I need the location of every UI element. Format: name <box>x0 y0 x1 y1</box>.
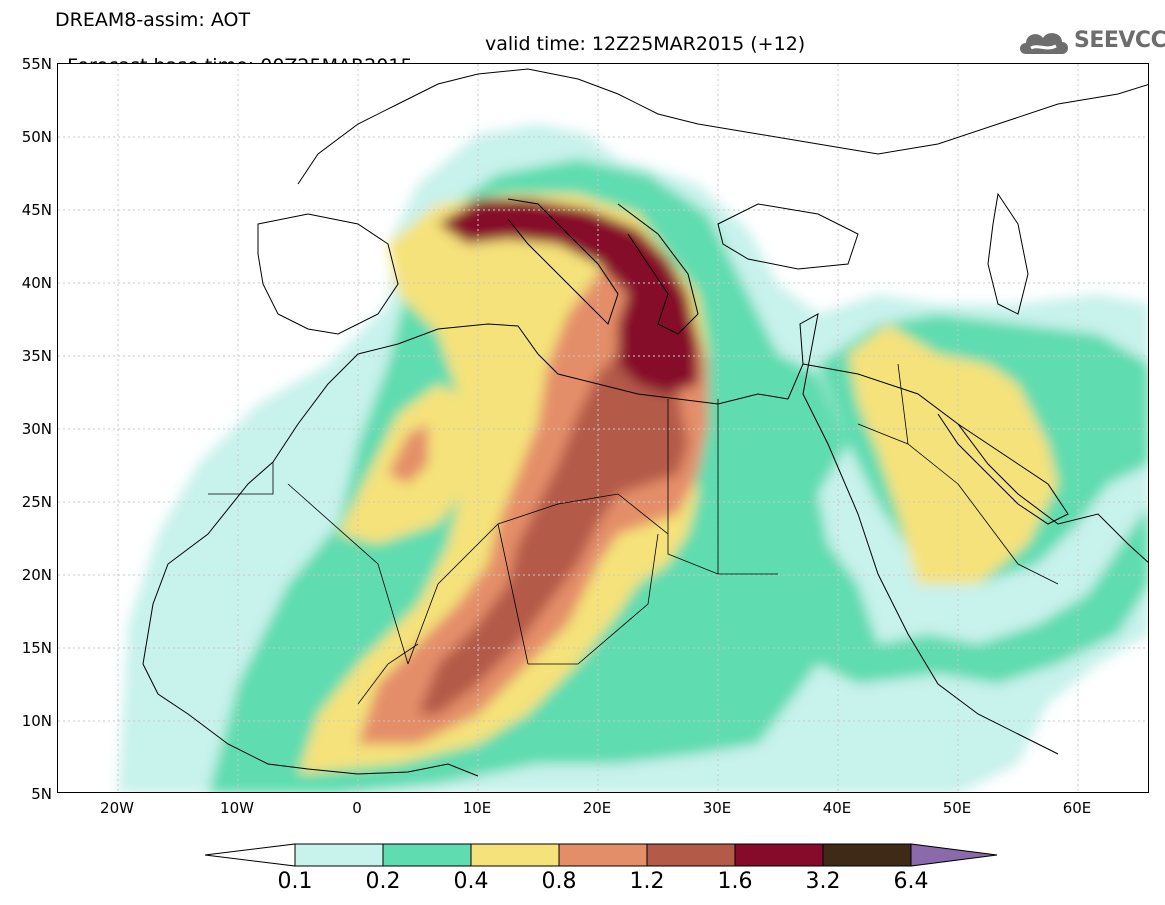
coastline-caspian <box>987 192 1029 315</box>
colorbar-segment-0.8 <box>558 843 648 867</box>
coastlines <box>142 68 1148 777</box>
colorbar-label-0.8: 0.8 <box>541 869 577 894</box>
colorbar-segment-0.4 <box>470 843 560 867</box>
lat-label-45N: 45N <box>21 201 52 219</box>
lon-label-10E: 10E <box>462 799 492 817</box>
coastline-black-sea <box>717 203 859 270</box>
lat-label-50N: 50N <box>21 128 52 146</box>
lat-label-20N: 20N <box>21 566 52 584</box>
colorbar-label-0.2: 0.2 <box>365 869 401 894</box>
seevccc-logo: SEEVCCC <box>1016 24 1165 58</box>
aot-map <box>58 64 1148 792</box>
aot-level-0.8-west <box>388 424 428 484</box>
colorbar-segment-3.2 <box>822 843 912 867</box>
colorbar <box>205 843 998 867</box>
chart-title: DREAM8-assim: AOT <box>55 9 251 31</box>
aot-field <box>118 124 1148 792</box>
cloud-icon <box>1020 33 1068 54</box>
lat-label-30N: 30N <box>21 420 52 438</box>
lon-label-60E: 60E <box>1062 799 1092 817</box>
lon-label-20E: 20E <box>582 799 612 817</box>
lat-label-40N: 40N <box>21 274 52 292</box>
colorbar-label-1.6: 1.6 <box>717 869 753 894</box>
graticule <box>58 64 1148 792</box>
colorbar-label-3.2: 3.2 <box>805 869 841 894</box>
lon-label-10W: 10W <box>220 799 254 817</box>
coastline-iberia <box>257 213 399 335</box>
coastline-italy <box>507 198 619 325</box>
lat-label-55N: 55N <box>21 55 52 73</box>
colorbar-label-6.4: 6.4 <box>893 869 929 894</box>
border-lines <box>208 363 1059 705</box>
lon-label-50E: 50E <box>942 799 972 817</box>
coastline-persian-gulf <box>937 413 1069 525</box>
logo-text: SEEVCCC <box>1074 28 1165 53</box>
aot-level-0.4-arabia <box>848 324 1058 584</box>
coastline-west-africa <box>142 461 479 777</box>
lat-label-5N: 5N <box>31 785 52 803</box>
coastline-europe-north <box>297 68 1148 185</box>
lat-label-15N: 15N <box>21 639 52 657</box>
map-panel <box>57 63 1149 793</box>
colorbar-segment-1.2 <box>646 843 736 867</box>
coastline-north-africa <box>272 323 789 463</box>
coastline-arabia <box>802 363 1148 563</box>
lat-label-10N: 10N <box>21 712 52 730</box>
colorbar-under-triangle <box>205 843 296 867</box>
aot-level-1.2 <box>418 354 688 714</box>
colorbar-label-1.2: 1.2 <box>629 869 665 894</box>
lon-label-30E: 30E <box>702 799 732 817</box>
coastline-balkans-greece <box>617 203 699 335</box>
colorbar-over-triangle <box>910 843 998 867</box>
colorbar-label-0.4: 0.4 <box>453 869 489 894</box>
lon-label-40E: 40E <box>822 799 852 817</box>
aot-level-1.6 <box>438 199 698 394</box>
colorbar-segment-0.1 <box>294 843 384 867</box>
colorbar-label-0.1: 0.1 <box>277 869 313 894</box>
valid-time-text: valid time: 12Z25MAR2015 (+12) <box>485 33 806 55</box>
lat-label-25N: 25N <box>21 493 52 511</box>
lon-label-0: 0 <box>352 799 362 817</box>
colorbar-segment-1.6 <box>734 843 824 867</box>
lat-label-35N: 35N <box>21 347 52 365</box>
colorbar-segment-0.2 <box>382 843 472 867</box>
lon-label-20W: 20W <box>100 799 134 817</box>
coastline-levant-red-sea <box>787 313 1059 755</box>
